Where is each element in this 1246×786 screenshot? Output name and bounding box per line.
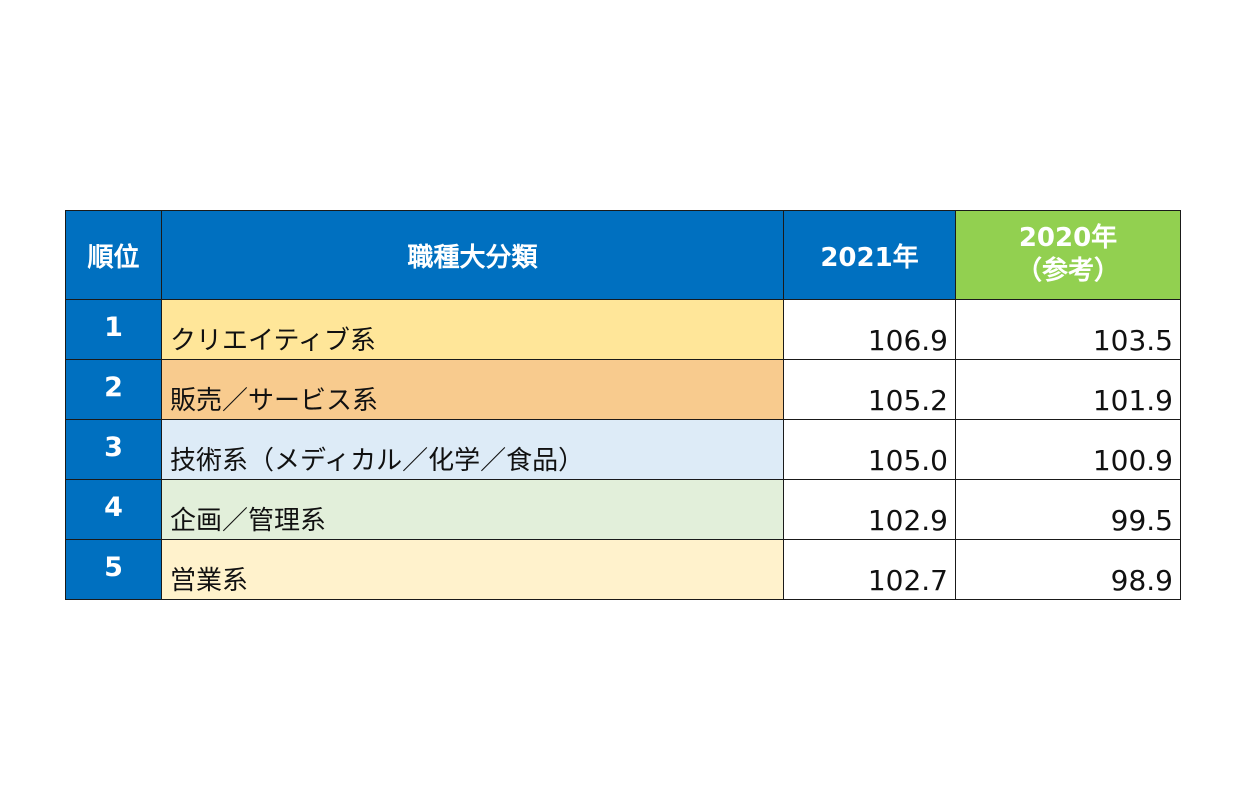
value-2021-cell: 102.7 [783, 539, 956, 600]
rank-cell: 3 [65, 419, 162, 480]
header-2020-reference: （参考） [1015, 256, 1120, 286]
value-2021-cell: 102.9 [783, 479, 956, 540]
header-rank: 順位 [65, 210, 162, 300]
table-row: 5 営業系 102.7 98.9 [65, 539, 1181, 600]
table-row: 3 技術系（メディカル／化学／食品） 105.0 100.9 [65, 419, 1181, 480]
value-2020-cell: 99.5 [955, 479, 1181, 540]
value-2021-cell: 105.2 [783, 359, 956, 420]
header-row: 順位 職種大分類 2021年 2020年 （参考） [65, 210, 1181, 300]
value-2020-cell: 100.9 [955, 419, 1181, 480]
rank-cell: 1 [65, 299, 162, 360]
header-2020: 2020年 （参考） [955, 210, 1181, 300]
value-2021-cell: 105.0 [783, 419, 956, 480]
value-2020-cell: 98.9 [955, 539, 1181, 600]
category-cell: 企画／管理系 [161, 479, 784, 540]
category-cell: 販売／サービス系 [161, 359, 784, 420]
table-row: 1 クリエイティブ系 106.9 103.5 [65, 299, 1181, 360]
value-2020-cell: 103.5 [955, 299, 1181, 360]
table-row: 4 企画／管理系 102.9 99.5 [65, 479, 1181, 540]
header-2021: 2021年 [783, 210, 956, 300]
category-cell: 技術系（メディカル／化学／食品） [161, 419, 784, 480]
table-body: 1 クリエイティブ系 106.9 103.5 2 販売／サービス系 105.2 101.9 3 技… [65, 299, 1181, 600]
rank-cell: 2 [65, 359, 162, 420]
category-cell: 営業系 [161, 539, 784, 600]
header-2020-year: 2020年 [1018, 223, 1118, 253]
table-row: 2 販売／サービス系 105.2 101.9 [65, 359, 1181, 420]
value-2020-cell: 101.9 [955, 359, 1181, 420]
category-cell: クリエイティブ系 [161, 299, 784, 360]
rank-cell: 5 [65, 539, 162, 600]
ranking-table: 順位 職種大分類 2021年 2020年 （参考） 1 クリエイティブ系 106.9… [65, 210, 1181, 600]
value-2021-cell: 106.9 [783, 299, 956, 360]
rank-cell: 4 [65, 479, 162, 540]
header-category: 職種大分類 [161, 210, 784, 300]
